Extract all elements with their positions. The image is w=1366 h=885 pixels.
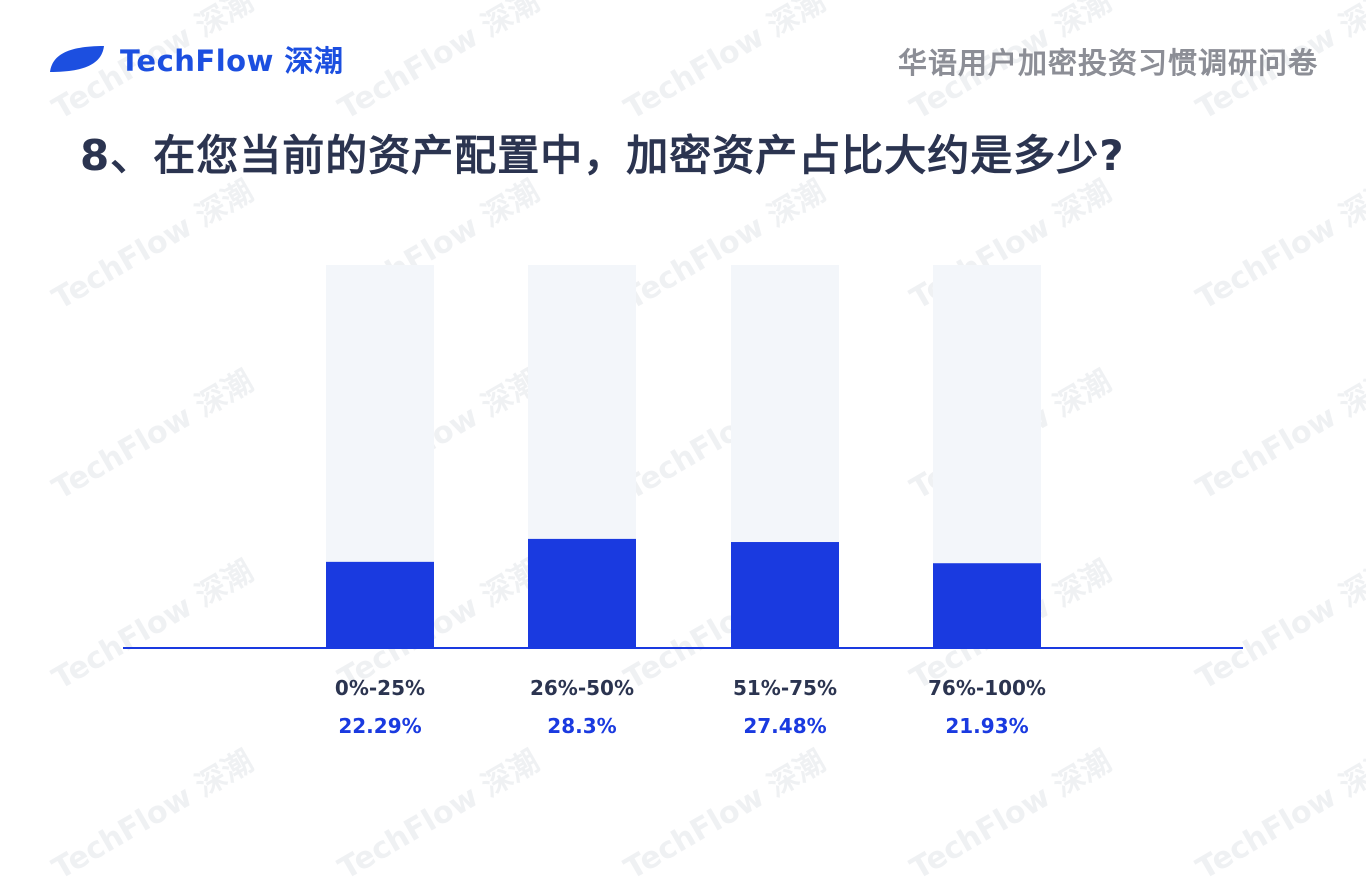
bar <box>528 539 636 647</box>
category-label: 51%-75% <box>733 676 837 700</box>
category-label: 0%-25% <box>335 676 425 700</box>
value-label: 28.3% <box>547 714 616 738</box>
value-label: 21.93% <box>945 714 1028 738</box>
bar <box>731 542 839 647</box>
bar <box>326 562 434 647</box>
bar <box>933 563 1041 647</box>
value-label: 27.48% <box>743 714 826 738</box>
category-label: 76%-100% <box>928 676 1046 700</box>
category-label: 26%-50% <box>530 676 634 700</box>
value-label: 22.29% <box>338 714 421 738</box>
